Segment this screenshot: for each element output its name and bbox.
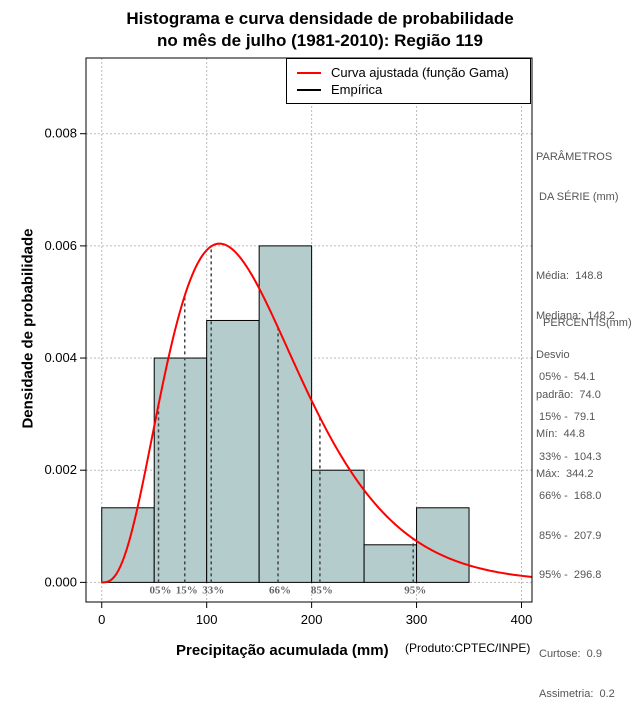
- legend-label-empirical: Empírica: [331, 82, 383, 97]
- stat-kurtosis: Curtose: 0.9: [539, 648, 602, 661]
- param-mean: Média: 148.8: [536, 270, 603, 283]
- percentile-33: 33% - 104.3: [539, 450, 602, 463]
- parameters-title-2: DA SÉRIE (mm): [536, 191, 619, 204]
- y-tick-label: 0.002: [44, 462, 77, 477]
- percentile-15: 15% - 79.1: [539, 411, 596, 424]
- x-tick-label: 100: [196, 612, 218, 627]
- histogram-bar-3: [258, 245, 313, 583]
- percentiles-panel: 05% - 54.1 15% - 79.1 33% - 104.3 66% - …: [539, 345, 615, 714]
- x-axis-label: Precipitação acumulada (mm): [176, 642, 389, 659]
- product-credit: (Produto:CPTEC/INPE): [405, 641, 531, 655]
- param-stddev-label: Desvio: [536, 349, 570, 362]
- parameters-panel: PARÂMETROS DA SÉRIE (mm) Média: 148.8 Me…: [536, 125, 619, 494]
- histogram-bar-5: [363, 544, 418, 583]
- chart-title-line1: Histograma e curva densidade de probabil…: [126, 9, 514, 28]
- x-tick-label: 200: [301, 612, 323, 627]
- percentile-label-66: 66%: [269, 584, 291, 596]
- percentile-label-33: 33%: [202, 584, 224, 596]
- legend-swatch-empirical: [297, 88, 321, 91]
- parameters-title-1: PARÂMETROS: [536, 151, 613, 164]
- legend-swatch-fitted: [297, 71, 321, 74]
- param-min: Mín: 44.8: [536, 428, 585, 441]
- percentile-label-05: 05%: [150, 584, 172, 596]
- stat-skewness: Assimetria: 0.2: [539, 688, 615, 701]
- percentile-label-15: 15%: [176, 584, 198, 596]
- x-tick-label: 400: [511, 612, 533, 627]
- x-tick-label: 300: [406, 612, 428, 627]
- percentile-label-95: 95%: [404, 584, 426, 596]
- legend-item-empirical: Empírica: [297, 82, 382, 97]
- histogram-chart: 05% 15% 33% 66% 85% 95% 0.000 0.002 0.004 0.006 0.…: [44, 57, 533, 627]
- percentile-66: 66% - 168.0: [539, 490, 602, 503]
- percentile-label-85: 85%: [311, 584, 333, 596]
- y-axis-label: Densidade de probabilidade: [19, 228, 37, 429]
- percentile-85: 85% - 207.9: [539, 529, 602, 542]
- percentile-95: 95% - 296.8: [539, 569, 602, 582]
- legend-label-fitted: Curva ajustada (função Gama): [331, 65, 509, 80]
- legend-item-fitted: Curva ajustada (função Gama): [297, 65, 509, 80]
- param-stddev: padrão: 74.0: [536, 388, 601, 401]
- y-tick-label: 0.000: [44, 574, 77, 589]
- param-max: Máx: 344.2: [536, 468, 594, 481]
- histogram-bar-6: [416, 507, 470, 583]
- x-tick-label: 0: [98, 612, 105, 627]
- y-tick-label: 0.004: [44, 350, 77, 365]
- y-tick-label: 0.008: [44, 126, 77, 141]
- y-tick-label: 0.006: [44, 238, 77, 253]
- gamma-fit-curve: [101, 242, 533, 584]
- histogram-bar-2: [206, 319, 260, 583]
- param-median: Mediana: 148.2: [536, 309, 615, 322]
- histogram-bar-1: [153, 357, 208, 583]
- percentile-05: 05% - 54.1: [539, 371, 596, 384]
- legend: Curva ajustada (função Gama) Empírica: [286, 58, 531, 104]
- percentiles-title: PERCENTIS(mm): [543, 317, 632, 329]
- chart-title-line2: no mês de julho (1981-2010): Região 119: [157, 31, 483, 50]
